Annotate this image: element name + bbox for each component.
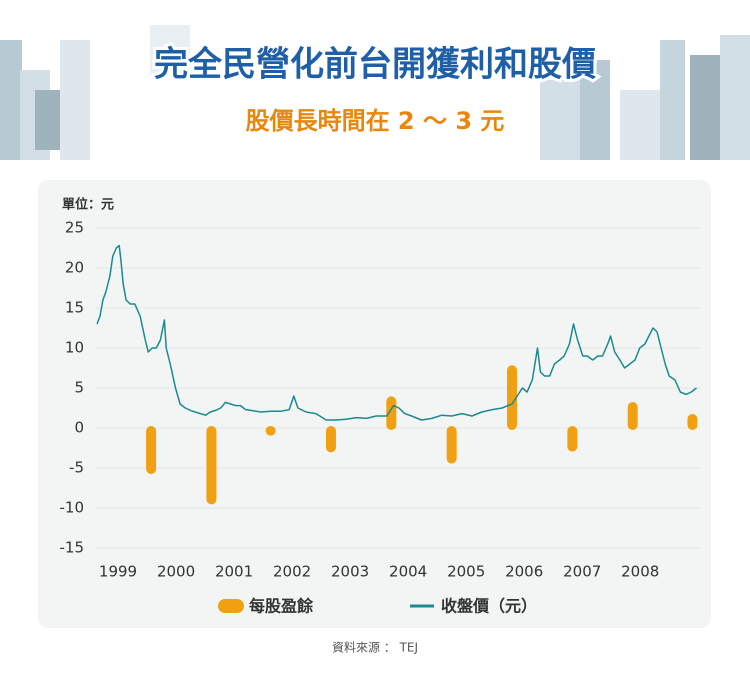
eps-bar [507,365,517,430]
eps-bar [265,426,276,436]
x-tick-label: 1999 [99,563,137,581]
x-tick-label: 2006 [505,563,543,581]
eps-bar [567,426,578,452]
y-tick-label: 5 [74,379,84,397]
skyline [0,25,750,160]
y-unit-label: 單位：元 [62,197,114,213]
y-tick-label: 20 [65,259,84,277]
plot-panel [38,180,711,628]
y-tick-label: 10 [65,339,84,357]
y-tick-label: -15 [60,539,85,557]
y-tick-label: 0 [74,419,84,437]
y-tick-label: 25 [65,219,84,237]
eps-bar [687,414,698,430]
source: 資料來源 ： TEJ [332,641,418,655]
eps-bar [386,396,397,430]
price-line [96,244,697,421]
eps-bar [146,426,157,474]
legend-label: 每股盈餘 [249,597,314,616]
y-tick-label: -10 [60,499,85,517]
chart-subtitle: 股價長時間在 2 ～ 3 元 [246,107,505,135]
x-tick-label: 2003 [331,563,369,581]
x-tick-label: 2002 [273,563,311,581]
y-tick-label: -5 [69,459,84,477]
x-tick-label: 2004 [389,563,427,581]
legend-label: 收盤價（元） [441,597,537,616]
chart-title: 完全民營化前台開獲利和股價 [154,45,596,85]
legend-swatch [218,599,244,613]
y-tick-label: 15 [65,299,84,317]
eps-bar [446,426,457,464]
eps-bar [325,426,336,453]
eps-bar [206,426,217,505]
x-tick-label: 2000 [157,563,195,581]
x-tick-label: 2005 [447,563,485,581]
x-tick-label: 2007 [563,563,601,581]
x-tick-label: 2008 [621,563,659,581]
eps-bar [627,402,638,430]
x-tick-label: 2001 [215,563,253,581]
